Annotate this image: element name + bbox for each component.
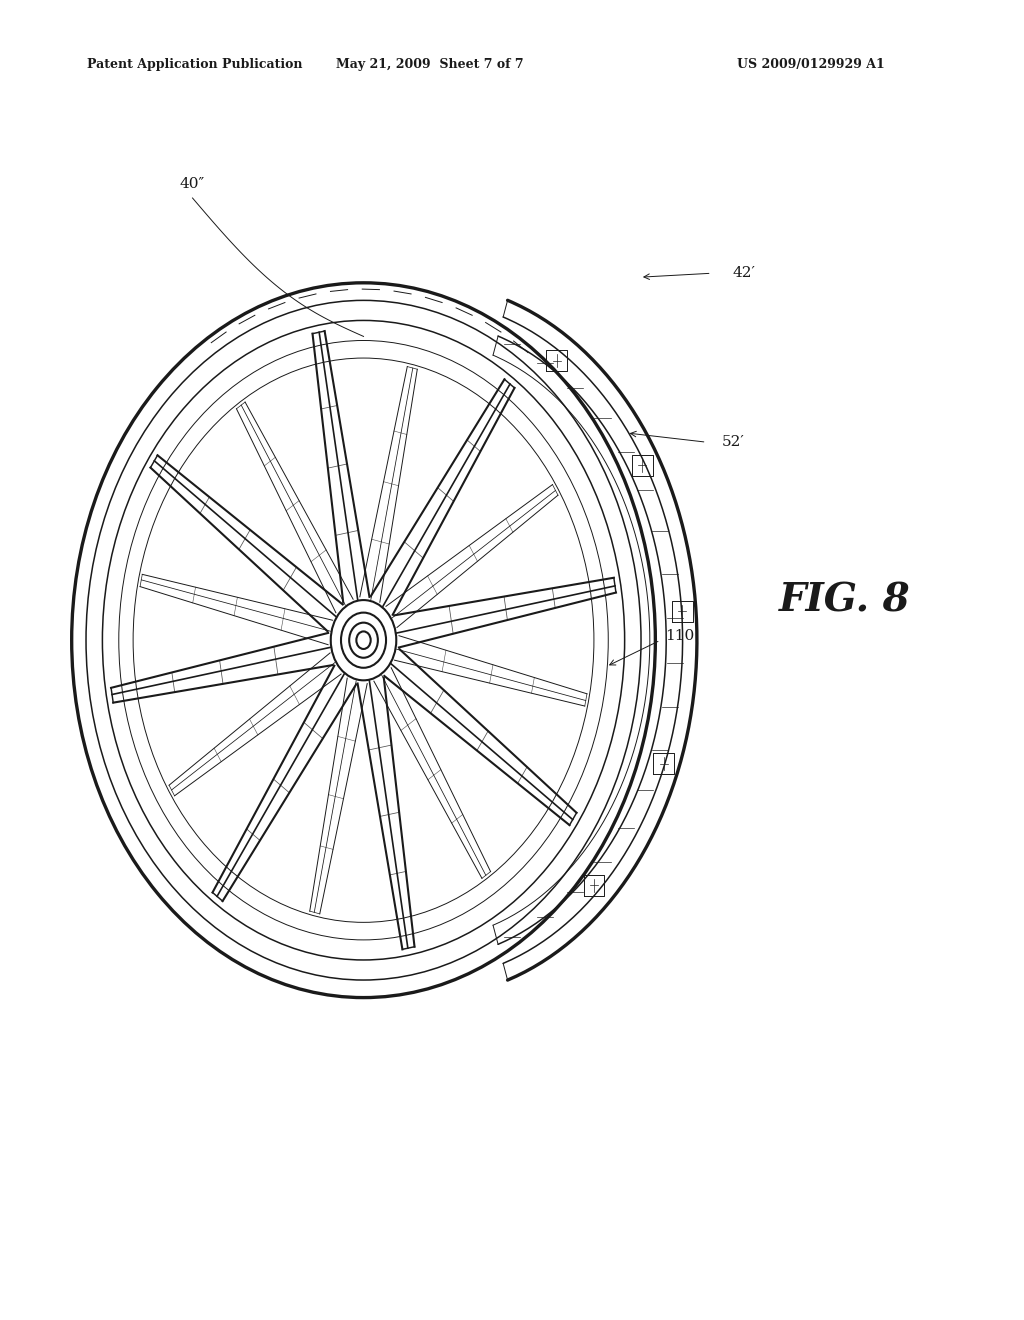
Text: 52′: 52′ xyxy=(722,436,744,449)
Text: 42′: 42′ xyxy=(732,267,755,280)
Text: FIG. 8: FIG. 8 xyxy=(779,582,910,619)
Text: May 21, 2009  Sheet 7 of 7: May 21, 2009 Sheet 7 of 7 xyxy=(336,58,524,71)
Text: 40″: 40″ xyxy=(180,177,205,191)
Text: Patent Application Publication: Patent Application Publication xyxy=(87,58,302,71)
Text: 110: 110 xyxy=(666,630,695,643)
Text: US 2009/0129929 A1: US 2009/0129929 A1 xyxy=(737,58,885,71)
